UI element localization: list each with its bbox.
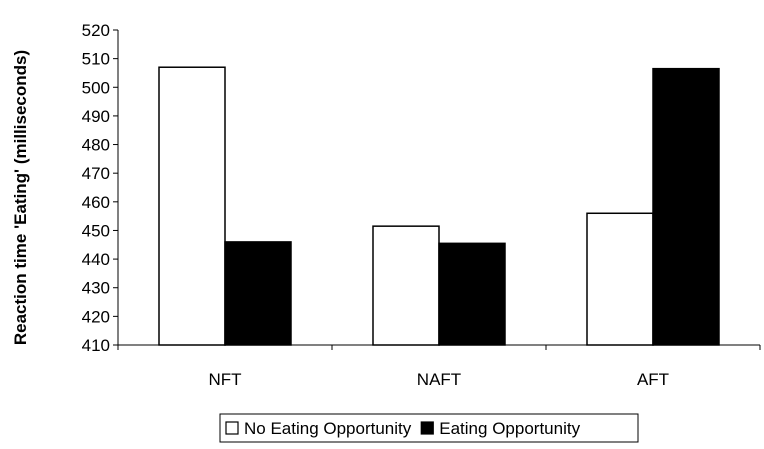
x-tick-label: NAFT <box>417 370 461 389</box>
y-tick-label: 440 <box>82 250 110 269</box>
y-tick-label: 490 <box>82 107 110 126</box>
legend-label: Eating Opportunity <box>439 419 580 438</box>
y-axis-label: Reaction time 'Eating' (milliseconds) <box>11 50 30 345</box>
y-tick-label: 510 <box>82 50 110 69</box>
y-tick-label: 410 <box>82 336 110 355</box>
bar-eating-opportunity-naft <box>438 242 506 346</box>
x-tick-label: NFT <box>208 370 241 389</box>
legend-swatch <box>420 421 434 435</box>
bar-eating-opportunity-aft <box>652 67 720 346</box>
y-tick-label: 520 <box>82 21 110 40</box>
y-tick-label: 500 <box>82 78 110 97</box>
bar-eating-opportunity-nft <box>224 241 292 346</box>
y-tick-label: 480 <box>82 136 110 155</box>
y-tick-label: 430 <box>82 279 110 298</box>
y-tick-label: 460 <box>82 193 110 212</box>
bar-no-eating-opportunity-naft <box>372 225 440 346</box>
legend-label: No Eating Opportunity <box>244 419 412 438</box>
y-tick-label: 450 <box>82 221 110 240</box>
y-tick-label: 470 <box>82 164 110 183</box>
bar-no-eating-opportunity-aft <box>586 212 654 346</box>
legend-swatch <box>225 421 239 435</box>
x-tick-label: AFT <box>637 370 669 389</box>
bar-no-eating-opportunity-nft <box>158 66 226 346</box>
y-tick-label: 420 <box>82 307 110 326</box>
